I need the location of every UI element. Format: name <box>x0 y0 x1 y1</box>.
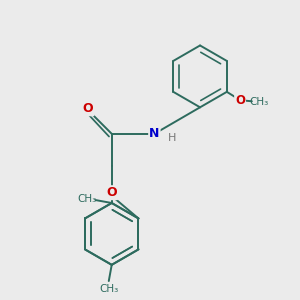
Text: CH₃: CH₃ <box>250 97 269 107</box>
Text: O: O <box>83 102 94 115</box>
Text: CH₃: CH₃ <box>78 194 97 205</box>
Text: N: N <box>149 127 160 140</box>
Text: O: O <box>235 94 245 107</box>
Text: CH₃: CH₃ <box>99 284 119 294</box>
Text: H: H <box>168 133 176 143</box>
Text: O: O <box>106 186 117 199</box>
